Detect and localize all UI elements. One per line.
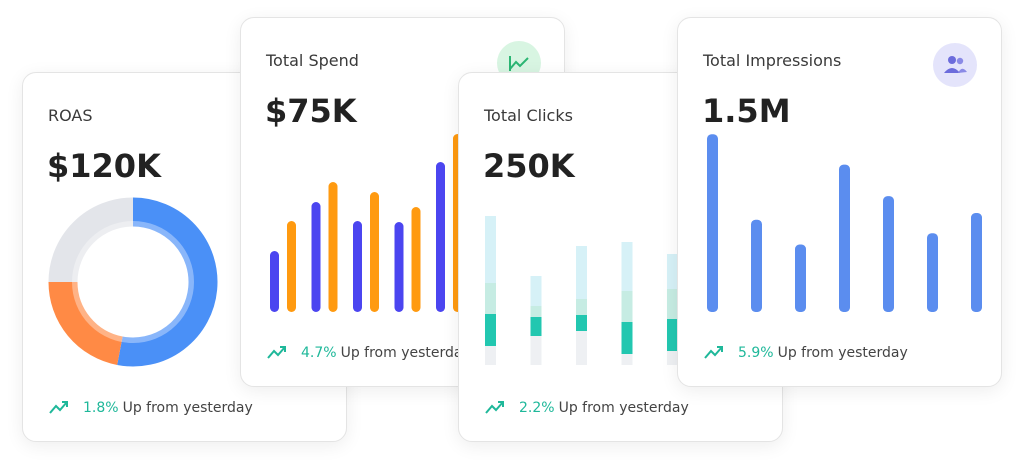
change-percent: 4.7% [301,345,337,361]
bar [353,221,362,312]
bar [707,134,718,312]
bar-segment [530,336,542,365]
trend-icon [267,346,286,359]
bar-segment [485,283,496,314]
card-canvas: ROAS $120K 1.8% Up from yesterday [47,106,253,416]
bar-segment [530,306,542,317]
change-text: Up from yesterday [559,400,689,416]
donut-segment [48,197,134,283]
bar-segment [621,242,633,291]
change-text: Up from yesterday [341,345,471,361]
icon [944,68,960,73]
bar-segment [576,246,587,299]
bar-segment [621,322,633,354]
donut-segment [48,281,124,366]
bar-segment [621,291,633,322]
card-value: 250K [483,147,576,185]
change-percent: 2.2% [519,400,555,416]
bar [411,207,421,312]
bar-segment [621,354,633,365]
change-text: Up from yesterday [778,345,908,361]
bar [927,233,938,312]
bar [839,164,850,312]
icon [958,68,967,73]
bar [795,244,806,312]
change-row: 4.7% Up from yesterday [301,345,471,361]
bar [311,202,321,312]
trend-icon [704,346,723,359]
bar-segment [485,314,496,346]
card-value: $75K [265,92,358,130]
card-value: $120K [47,147,162,185]
bar-segment [530,276,542,306]
card-title: Total Clicks [483,106,573,125]
metric-card: Total Impressions 1.5M 5.9% Up from yesterd… [677,17,1002,387]
bar [883,196,894,312]
icon [509,57,529,70]
change-percent: 1.8% [83,400,119,416]
bar [328,182,338,312]
bar [270,251,279,312]
bar [971,213,982,312]
bar [287,221,296,312]
change-text: Up from yesterday [123,400,253,416]
icon [948,56,956,64]
bar [394,222,404,312]
trend-icon [485,401,504,414]
trend-icon [49,401,68,414]
card-value: 1.5M [702,92,791,130]
donut-inner-ring [72,221,194,343]
card-canvas: Total Impressions 1.5M 5.9% Up from yesterd… [702,43,982,361]
donut-segment [117,197,218,367]
bar [370,192,379,312]
bar-segment [667,289,678,319]
bar-segment [576,315,587,331]
bar-segment [485,346,496,365]
change-percent: 5.9% [738,345,774,361]
change-row: 1.8% Up from yesterday [83,400,253,416]
icon [956,57,964,65]
bar-segment [530,317,542,336]
card-canvas: Total Clicks 250K 2.2% Up from yesterday [483,106,689,416]
bar-segment [485,216,496,283]
bar-segment [576,299,587,315]
change-row: 5.9% Up from yesterday [738,345,908,361]
bar [436,162,445,312]
bar-segment [667,319,678,351]
card-title: Total Impressions [702,51,841,70]
bar-segment [667,254,678,289]
bar [751,219,762,312]
bar-segment [576,331,587,365]
card-title: ROAS [48,106,93,125]
card-title: Total Spend [265,51,359,70]
bar-segment [667,351,678,365]
change-row: 2.2% Up from yesterday [519,400,689,416]
icon-bg [933,43,977,87]
